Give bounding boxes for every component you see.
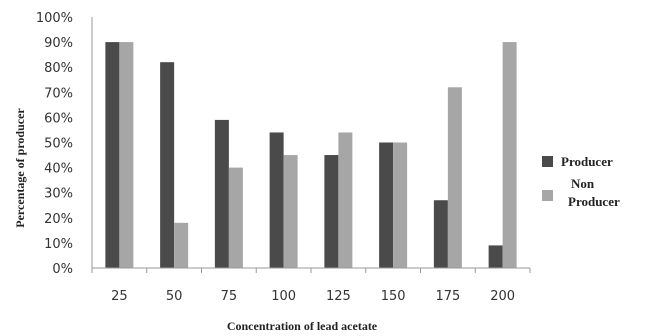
y-axis-title: Percentage of producer	[13, 108, 27, 228]
y-tick-label: 20%	[44, 212, 73, 227]
x-tick-label: 200	[490, 289, 515, 304]
bar-non-producer	[502, 42, 517, 268]
y-tick-label: 10%	[44, 237, 73, 252]
bar-non-producer	[447, 87, 462, 268]
x-tick-label: 125	[326, 289, 351, 304]
bar-producer	[379, 142, 394, 268]
bar-non-producer	[338, 132, 353, 268]
y-tick-label: 30%	[44, 187, 73, 202]
bar-non-producer	[393, 142, 408, 268]
bar-producer	[433, 200, 448, 268]
plot-area: 0% 10% 20% 30% 40% 50% 60% 70% 80% 90% 100% 25 50 75 1…	[36, 11, 531, 304]
bar-non-producer	[174, 222, 189, 268]
y-tick-label: 90%	[44, 36, 73, 51]
bar-producer	[488, 245, 503, 268]
y-tick-label: 60%	[44, 111, 73, 126]
x-tick-label: 75	[221, 289, 238, 304]
bar-non-producer	[283, 155, 298, 268]
x-axis-title: Concentration of lead acetate	[227, 319, 378, 333]
legend: Producer Non Producer	[542, 154, 620, 209]
y-tick-label: 0%	[52, 262, 73, 277]
bar-producer	[324, 155, 339, 268]
y-tick-label: 70%	[44, 86, 73, 101]
x-tick-label: 100	[271, 289, 296, 304]
legend-swatch-producer	[542, 156, 553, 167]
x-tick-label: 25	[111, 289, 128, 304]
y-tick-label: 40%	[44, 162, 73, 177]
bar-producer	[214, 119, 229, 268]
y-tick-label: 50%	[44, 137, 73, 152]
legend-label-non-producer-line2: Producer	[568, 194, 620, 209]
bar-non-producer	[119, 42, 134, 268]
x-tick-label: 150	[381, 289, 406, 304]
legend-swatch-non-producer	[542, 190, 553, 201]
x-tick-label: 50	[166, 289, 183, 304]
legend-label-non-producer-line1: Non	[571, 176, 595, 191]
bar-non-producer	[228, 167, 243, 268]
x-tick-label: 175	[435, 289, 460, 304]
y-tick-label: 100%	[36, 11, 73, 26]
y-tick-label: 80%	[44, 61, 73, 76]
legend-label-producer: Producer	[561, 154, 613, 169]
bar-producer	[269, 132, 284, 268]
bar-producer	[160, 62, 175, 269]
bar-producer	[105, 42, 120, 268]
